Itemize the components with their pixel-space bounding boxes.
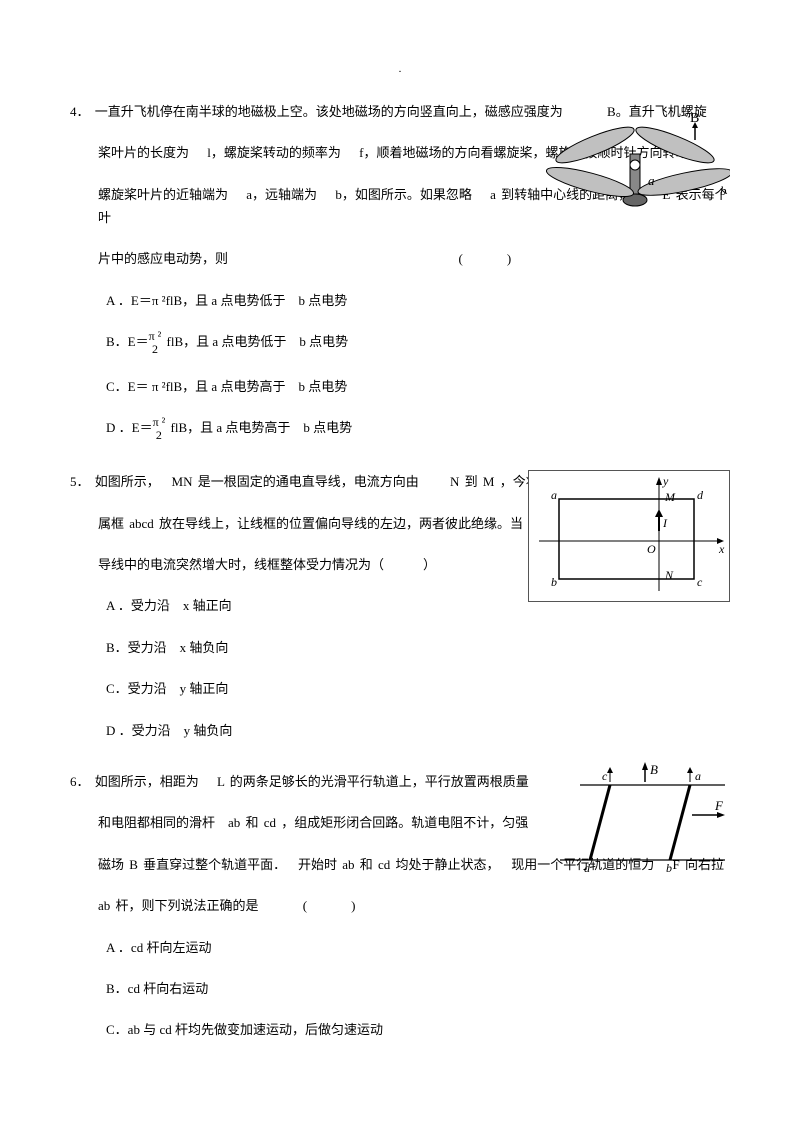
q6-text: L 的两条足够长的光滑平行轨道上，平行放置两根质量	[217, 774, 529, 789]
q4-text: 桨叶片的长度为	[98, 145, 189, 160]
q4-fig-label-a: a	[648, 173, 655, 188]
q4-fig-label-b: b	[720, 183, 727, 198]
q4-options: A ．E＝π ²flB，且 a 点电势低于 b 点电势 B．E＝π ²2 flB…	[70, 289, 730, 443]
q6-figure: B F c a d b	[550, 760, 730, 880]
q4-text: 片中的感应电动势，则	[98, 251, 228, 266]
q5-option-d: D ．受力沿 y 轴负向	[106, 719, 730, 742]
q5-fig-y: y	[662, 474, 669, 488]
q4-text: 一直升飞机停在南半球的地磁极上空。该处地磁场的方向竖直向上，磁感应强度为	[95, 104, 563, 119]
q4-option-b: B．E＝π ²2 flB，且 a 点电势低于 b 点电势	[106, 330, 730, 356]
q6-text: 开始时 ab 和 cd 均处于静止状态，	[298, 857, 493, 872]
q6-option-b: B．cd 杆向右运动	[106, 977, 730, 1000]
answer-paren: ( )	[459, 251, 518, 266]
q6-fig-F: F	[714, 798, 724, 813]
q5-option-c: C．受力沿 y 轴正向	[106, 677, 730, 700]
q4-text: l，螺旋桨转动的频率为	[207, 145, 341, 160]
q5-text: MN 是一根固定的通电直导线，电流方向由	[172, 474, 419, 489]
answer-paren: ( )	[303, 898, 362, 913]
q5-fig-b: b	[551, 575, 557, 589]
q6-fig-B: B	[650, 762, 658, 777]
q4-text: b，如图所示。如果忽略	[335, 187, 472, 202]
q5-fig-N: N	[664, 568, 674, 582]
q5-fig-I: I	[662, 516, 668, 530]
optB-den: 2	[149, 343, 162, 356]
q4-option-c: C．E＝ π ²flB，且 a 点电势高于 b 点电势	[106, 375, 730, 398]
optD-post: flB，且 a 点电势高于 b 点电势	[167, 420, 352, 435]
q4-option-a: A ．E＝π ²flB，且 a 点电势低于 b 点电势	[106, 289, 730, 312]
q6-option-a: A ．cd 杆向左运动	[106, 936, 730, 959]
q5-fig-d: d	[697, 488, 704, 502]
q6-fig-d: d	[584, 861, 591, 875]
optD-den: 2	[153, 429, 166, 442]
q4-number: 4．	[70, 104, 90, 119]
q5-options: A ．受力沿 x 轴正向 B．受力沿 x 轴负向 C．受力沿 y 轴正向 D ．…	[70, 594, 730, 742]
optB-pre: B．E＝	[106, 334, 149, 349]
q5-fig-M: M	[664, 490, 676, 504]
question-5: y x O a d b c M N I 5． 如图所示， MN 是一根固定的通电…	[70, 470, 730, 742]
q5-fig-x: x	[718, 542, 725, 556]
q4-text: a，远轴端为	[246, 187, 317, 202]
page-header-dot: .	[70, 60, 730, 80]
q6-text: 如图所示，相距为	[95, 774, 199, 789]
q6-text: ab 杆，则下列说法正确的是	[98, 898, 259, 913]
q5-figure: y x O a d b c M N I	[528, 470, 730, 602]
q6-option-c: C．ab 与 cd 杆均先做变加速运动，后做匀速运动	[106, 1018, 730, 1041]
q5-fig-c: c	[697, 575, 703, 589]
q4-text: 螺旋桨叶片的近轴端为	[98, 187, 228, 202]
q6-fig-b: b	[666, 861, 672, 875]
q5-text: 如图所示，	[95, 474, 154, 489]
q6-text: 磁场 B 垂直穿过整个轨道平面．	[98, 857, 280, 872]
q5-fig-O: O	[647, 542, 656, 556]
q4-option-d: D ．E＝π ²2 flB，且 a 点电势高于 b 点电势	[106, 416, 730, 442]
q4-figure: B a b	[540, 110, 730, 230]
question-6: B F c a d b 6． 如图所示，相距为 L 的两条足够长的光滑平行轨道上…	[70, 770, 730, 1042]
q6-number: 6．	[70, 774, 90, 789]
q6-options: A ．cd 杆向左运动 B．cd 杆向右运动 C．ab 与 cd 杆均先做变加速…	[70, 936, 730, 1042]
q6-fig-a: a	[695, 769, 701, 783]
q5-number: 5．	[70, 474, 90, 489]
optD-pre: D ．E＝	[106, 420, 153, 435]
q5-fig-a: a	[551, 488, 557, 502]
question-4: B a b 4． 一直升飞机停在南半球的地磁极上空。该处地磁场的方向竖直向上，磁…	[70, 100, 730, 442]
q5-option-b: B．受力沿 x 轴负向	[106, 636, 730, 659]
optB-post: flB，且 a 点电势低于 b 点电势	[163, 334, 348, 349]
q6-fig-c: c	[602, 769, 608, 783]
